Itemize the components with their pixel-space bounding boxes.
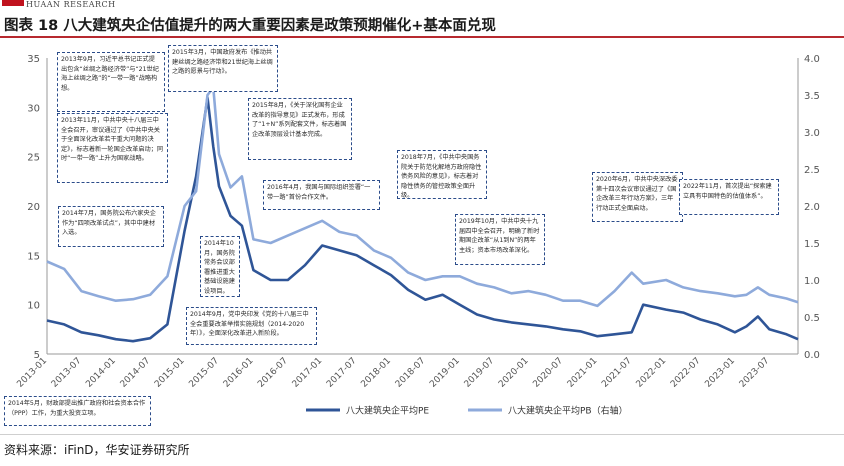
x-tick-label: 2018-01 bbox=[359, 356, 393, 390]
x-tick-label: 2014-01 bbox=[84, 356, 118, 390]
chart: 5 10 15 20 25 30 35 0.0 0.5 1.0 1.5 2.0 2.5 3.0 3.5 4.0… bbox=[15, 54, 820, 417]
x-tick-label: 2019-01 bbox=[428, 356, 462, 390]
pb-series-line bbox=[46, 86, 799, 308]
brand-subtitle: HUAAN RESEARCH bbox=[26, 0, 116, 9]
y-left-tick-label: 30 bbox=[27, 103, 40, 114]
x-tick-label: 2013-01 bbox=[15, 356, 49, 390]
x-tick-label: 2016-01 bbox=[222, 356, 256, 390]
y-left-tick-label: 35 bbox=[27, 54, 40, 65]
y-left-tick-label: 10 bbox=[27, 301, 40, 312]
pe-series-line bbox=[46, 96, 799, 343]
y-right-tick-label: 1.5 bbox=[804, 239, 820, 250]
x-tick-label: 2015-01 bbox=[153, 356, 187, 390]
annotation-2014-05: 2014年5月，财政部提出推广政府和社会资本合作（PPP）工作，为重大投资立项。 bbox=[4, 396, 151, 426]
x-tick-label: 2019-07 bbox=[463, 356, 497, 390]
annotation-2015-03: 2015年3月，中国政府发布《推动共建丝绸之路经济带和21世纪海上丝绸之路的愿景… bbox=[168, 45, 278, 92]
y-left-tick-label: 15 bbox=[27, 251, 40, 262]
logo-mark-icon bbox=[2, 0, 24, 6]
y-right-tick-label: 2.5 bbox=[804, 165, 820, 176]
y-left-tick-label: 20 bbox=[27, 202, 40, 213]
annotation-2019-10: 2019年10月，中共中央十九届四中全会召开，明确了新时期国企改革“从1到N”的… bbox=[455, 214, 545, 265]
y-right-tick-label: 1.0 bbox=[804, 276, 820, 287]
annotation-2013-09: 2013年9月，习近平总书记正式提出包含“丝绸之路经济带”与“21世纪海上丝绸之… bbox=[57, 52, 165, 112]
legend-label-pb: 八大建筑央企平均PB（右轴） bbox=[508, 405, 628, 417]
annotation-2013-11: 2013年11月，中共中央十八届三中全会召开，审议通过了《中共中央关于全面深化改… bbox=[57, 113, 168, 183]
x-tick-label: 2022-07 bbox=[669, 356, 703, 390]
x-tick-label: 2017-01 bbox=[291, 356, 325, 390]
y-left-tick-label: 25 bbox=[27, 153, 40, 164]
y-right-tick-label: 3.0 bbox=[804, 128, 820, 139]
x-tick-label: 2021-07 bbox=[600, 356, 634, 390]
x-tick-label: 2020-07 bbox=[531, 356, 565, 390]
x-tick-label: 2023-07 bbox=[738, 356, 772, 390]
annotation-2015-08: 2015年8月，《关于深化国有企业改革的指导意见》正式发布，形成了“1+N”系列… bbox=[248, 98, 352, 160]
x-tick-label: 2017-07 bbox=[325, 356, 359, 390]
annotation-2020-06: 2020年6月，中共中央深改委第十四次会议审议通过了《国企改革三年行动方案》，三… bbox=[592, 172, 683, 222]
y-right-tick-label: 0.0 bbox=[804, 350, 820, 361]
brand-logo: HUAAN RESEARCH bbox=[2, 0, 162, 14]
x-tick-label: 2013-07 bbox=[50, 356, 84, 390]
source-note: 资料来源：iFinD，华安证券研究所 bbox=[4, 443, 190, 457]
legend-label-pe: 八大建筑央企平均PE bbox=[346, 405, 429, 417]
figure-title: 图表 18 八大建筑央企估值提升的两大重要因素是政策预期催化+基本面兑现 bbox=[4, 18, 496, 34]
annotation-2022-11: 2022年11月，首次提出“探索建立具有中国特色的估值体系”。 bbox=[679, 179, 779, 215]
x-tick-label: 2016-07 bbox=[256, 356, 290, 390]
title-divider bbox=[0, 36, 844, 38]
footer-divider bbox=[0, 434, 844, 435]
x-tick-label: 2014-07 bbox=[119, 356, 153, 390]
annotation-2018-07: 2018年7月，《中共中央国务院关于防范化解地方政府隐性债务风险的意见》，标志着… bbox=[397, 150, 487, 199]
annotation-2014-09: 2014年9月，党中央印发《党的十八届三中全会重要改革举措实施规划（2014-2… bbox=[186, 307, 317, 345]
y-right-tick-label: 3.5 bbox=[804, 91, 820, 102]
annotation-2016-04: 2016年4月，我国与国际组织签署“一带一路”首份合作文件。 bbox=[263, 180, 380, 210]
y-right-tick-label: 2.0 bbox=[804, 202, 820, 213]
x-tick-label: 2022-01 bbox=[635, 356, 669, 390]
x-tick-label: 2015-07 bbox=[187, 356, 221, 390]
x-tick-label: 2021-01 bbox=[566, 356, 600, 390]
x-tick-label: 2018-07 bbox=[394, 356, 428, 390]
annotation-2014-07: 2014年7月，国务院公布六家央企作为“四项改革试点”，其中中建材入选。 bbox=[58, 206, 164, 247]
y-right-tick-label: 0.5 bbox=[804, 313, 820, 324]
annotation-2014-10: 2014年10月，国务院常务会议部署推进重大基础设施建设项目。 bbox=[200, 236, 240, 297]
y-left-tick-label: 5 bbox=[34, 350, 40, 361]
x-tick-label: 2023-01 bbox=[703, 356, 737, 390]
y-right-tick-label: 4.0 bbox=[804, 54, 820, 65]
x-tick-label: 2020-01 bbox=[497, 356, 531, 390]
